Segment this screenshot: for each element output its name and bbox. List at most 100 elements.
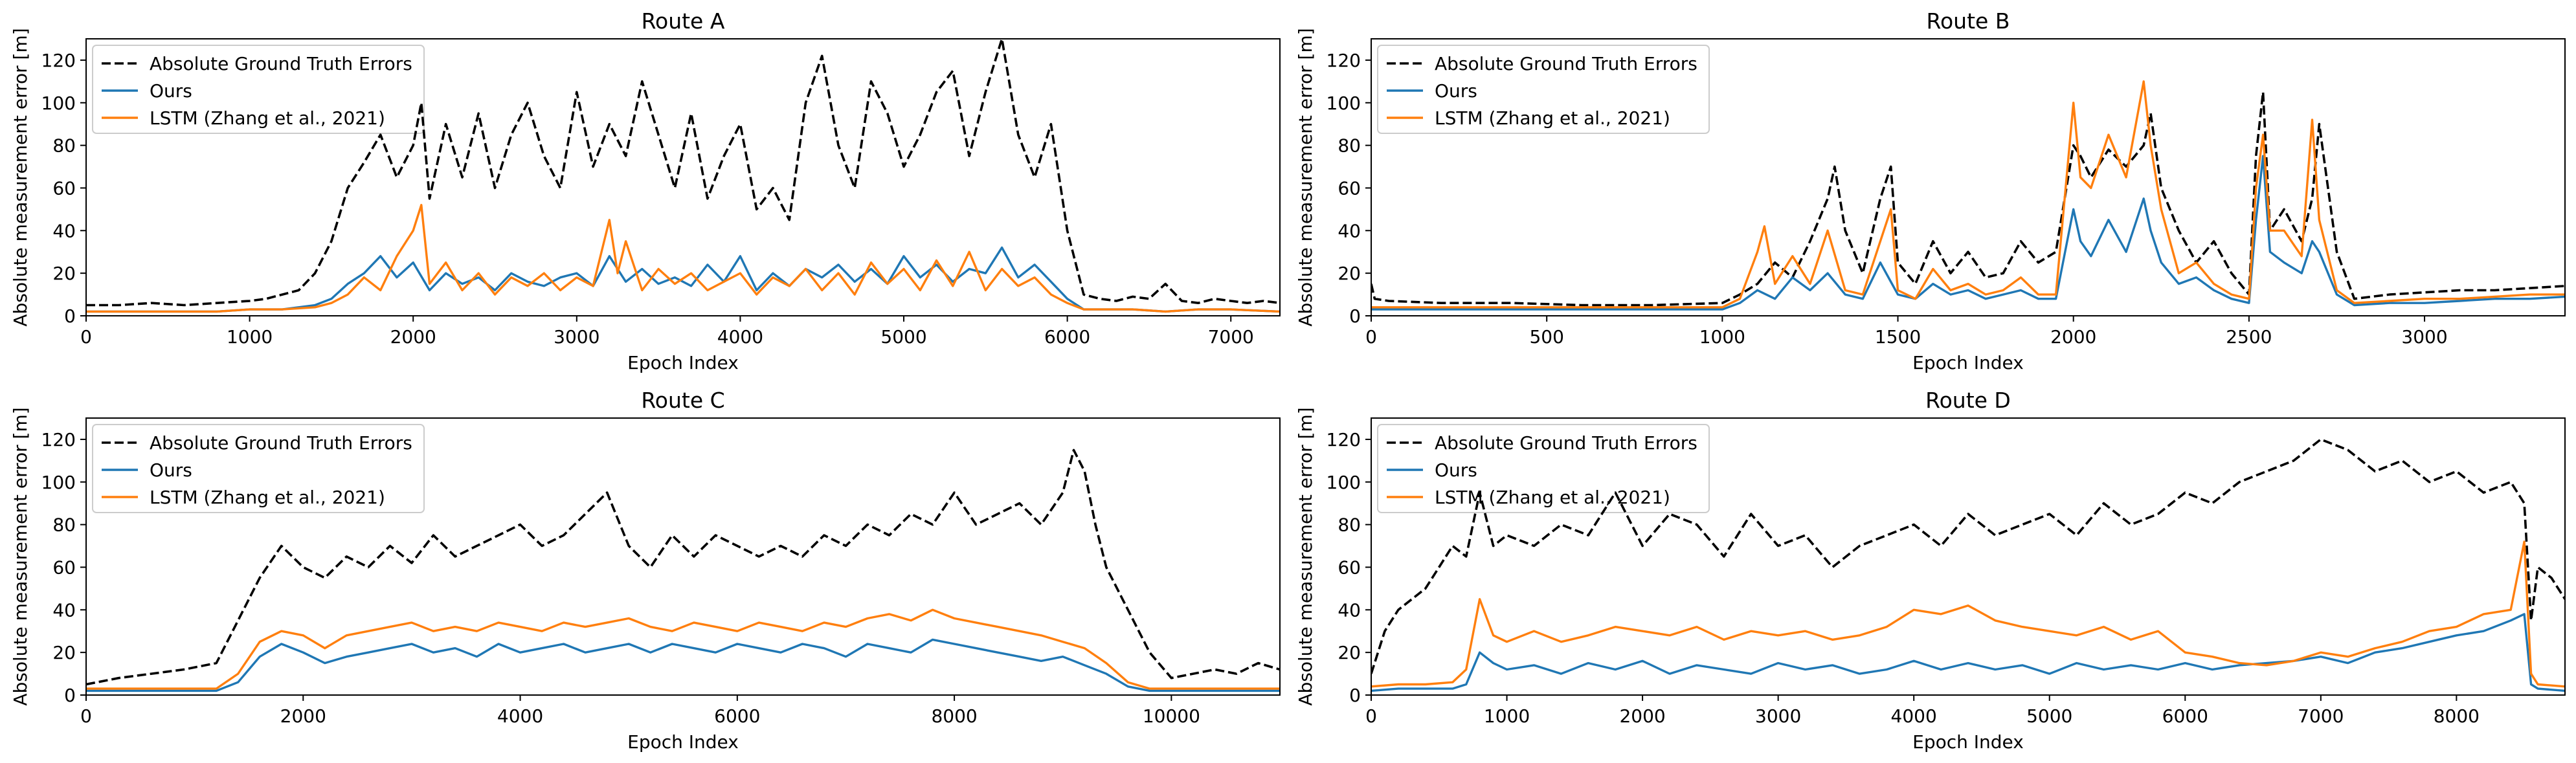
legend-label-ours: Ours — [150, 80, 192, 102]
x-tick-label: 10000 — [1143, 705, 1200, 727]
lstm-series-line — [1371, 80, 2565, 309]
y-tick-label: 20 — [52, 263, 76, 284]
x-tick-label: 2000 — [280, 705, 326, 727]
y-tick-label: 100 — [41, 472, 76, 493]
y-tick-label: 20 — [1338, 642, 1361, 663]
ours-series-line — [1371, 613, 2565, 692]
y-tick-label: 40 — [52, 599, 76, 621]
y-tick-label: 120 — [1327, 429, 1361, 450]
x-axis-label: Epoch Index — [627, 352, 739, 373]
lstm-series-line — [1371, 540, 2565, 688]
y-tick-label: 100 — [41, 93, 76, 114]
legend-label-ours: Ours — [1435, 80, 1477, 102]
x-axis-label: Epoch Index — [1912, 352, 2024, 373]
y-tick-label: 80 — [52, 135, 76, 157]
y-tick-label: 60 — [1338, 557, 1361, 578]
plot-frame — [85, 38, 1281, 316]
x-tick-label: 6000 — [1044, 326, 1090, 348]
x-tick-label: 0 — [80, 705, 92, 727]
x-tick-label: 3000 — [1755, 705, 1801, 727]
x-tick-label: 7000 — [2298, 705, 2344, 727]
x-tick-label: 2000 — [1619, 705, 1665, 727]
y-tick-label: 120 — [41, 50, 76, 71]
x-tick-label: 6000 — [2162, 705, 2208, 727]
lstm-series-line — [86, 204, 1280, 313]
y-tick-label: 60 — [1338, 177, 1361, 199]
ours-series-line — [86, 638, 1280, 692]
x-tick-label: 5000 — [880, 326, 926, 348]
legend-label-gt: Absolute Ground Truth Errors — [150, 432, 412, 454]
y-tick-label: 120 — [41, 429, 76, 450]
x-tick-label: 4000 — [497, 705, 543, 727]
x-tick-label: 7000 — [1208, 326, 1254, 348]
y-tick-label: 0 — [64, 305, 76, 327]
x-tick-label: 3000 — [2401, 326, 2447, 348]
legend-label-ours: Ours — [150, 459, 192, 481]
y-axis-label: Absolute measurement error [m] — [1295, 28, 1316, 326]
x-tick-label: 2000 — [390, 326, 436, 348]
legend-label-lstm: LSTM (Zhang et al., 2021) — [1435, 107, 1670, 129]
legend: Absolute Ground Truth Errors Ours LSTM (… — [92, 45, 425, 134]
y-tick-label: 0 — [1349, 685, 1361, 706]
y-tick-label: 60 — [52, 177, 76, 199]
y-tick-label: 80 — [1338, 514, 1361, 536]
chart-title: Route B — [1927, 8, 2010, 34]
lstm-series-line — [86, 608, 1280, 690]
plot-frame — [1371, 38, 2566, 316]
legend-label-lstm: LSTM (Zhang et al., 2021) — [150, 487, 385, 508]
panel-route-c: Route C Epoch Index Absolute measurement… — [10, 388, 1281, 753]
ours-series-line — [86, 246, 1280, 313]
y-tick-label: 120 — [1327, 50, 1361, 71]
legend-label-lstm: LSTM (Zhang et al., 2021) — [1435, 487, 1670, 508]
x-tick-label: 1000 — [227, 326, 273, 348]
y-axis-label: Absolute measurement error [m] — [10, 28, 31, 326]
legend: Absolute Ground Truth Errors Ours LSTM (… — [1377, 424, 1710, 513]
ours-series-line — [1371, 155, 2565, 311]
gt-series-line — [1371, 438, 2565, 674]
x-tick-label: 8000 — [931, 705, 977, 727]
x-tick-label: 0 — [80, 326, 92, 348]
legend-label-gt: Absolute Ground Truth Errors — [1435, 432, 1697, 454]
chart-title: Route A — [642, 8, 725, 34]
y-tick-label: 40 — [1338, 599, 1361, 621]
panel-route-a: Route A Epoch Index Absolute measurement… — [10, 8, 1281, 373]
x-tick-label: 5000 — [2026, 705, 2072, 727]
y-tick-label: 40 — [52, 220, 76, 241]
x-tick-label: 0 — [1365, 705, 1377, 727]
y-tick-label: 20 — [1338, 263, 1361, 284]
legend-label-ours: Ours — [1435, 459, 1477, 481]
x-axis-label: Epoch Index — [1912, 731, 2024, 753]
y-tick-label: 100 — [1327, 93, 1361, 114]
plot-frame — [85, 417, 1281, 696]
legend-label-gt: Absolute Ground Truth Errors — [1435, 53, 1697, 74]
legend-box — [92, 424, 425, 513]
y-axis-label: Absolute measurement error [m] — [10, 407, 31, 705]
legend-label-gt: Absolute Ground Truth Errors — [150, 53, 412, 74]
x-tick-label: 1000 — [1699, 326, 1745, 348]
y-tick-label: 0 — [1349, 305, 1361, 327]
gt-series-line — [86, 39, 1280, 307]
x-tick-label: 4000 — [1891, 705, 1937, 727]
legend-box — [1377, 424, 1710, 513]
gt-series-line — [86, 448, 1280, 686]
x-tick-label: 1000 — [1484, 705, 1530, 727]
x-axis-label: Epoch Index — [627, 731, 739, 753]
x-tick-label: 4000 — [717, 326, 763, 348]
x-tick-label: 2500 — [2226, 326, 2272, 348]
x-tick-label: 0 — [1365, 326, 1377, 348]
x-tick-label: 8000 — [2434, 705, 2480, 727]
panel-route-b: Route B Epoch Index Absolute measurement… — [1295, 8, 2566, 373]
x-tick-label: 500 — [1529, 326, 1563, 348]
y-tick-label: 80 — [1338, 135, 1361, 157]
y-tick-label: 80 — [52, 514, 76, 536]
x-tick-label: 3000 — [554, 326, 599, 348]
y-tick-label: 20 — [52, 642, 76, 663]
legend: Absolute Ground Truth Errors Ours LSTM (… — [92, 424, 425, 513]
legend-label-lstm: LSTM (Zhang et al., 2021) — [150, 107, 385, 129]
legend-box — [1377, 45, 1710, 134]
y-tick-label: 100 — [1327, 472, 1361, 493]
x-tick-label: 6000 — [714, 705, 760, 727]
legend: Absolute Ground Truth Errors Ours LSTM (… — [1377, 45, 1710, 134]
x-tick-label: 2000 — [2050, 326, 2096, 348]
